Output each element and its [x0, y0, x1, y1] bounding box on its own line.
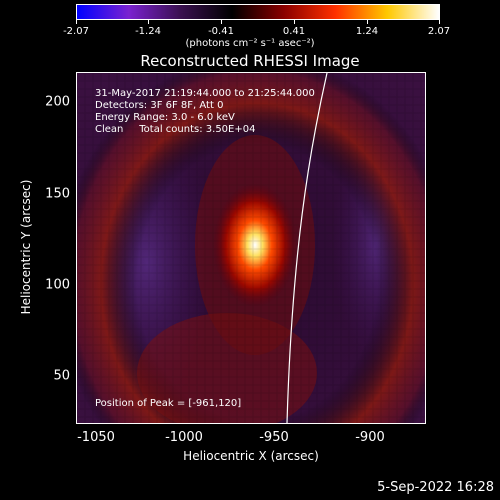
- annotation-energy: Energy Range: 3.0 - 6.0 keV: [95, 112, 235, 123]
- colorbar-tickmark: [294, 20, 295, 24]
- colorbar: [76, 4, 440, 20]
- colorbar-tick-label: -0.41: [208, 26, 234, 37]
- x-tick-label: -900: [355, 430, 385, 445]
- colorbar-tickmark: [439, 20, 440, 24]
- x-axis-label: Heliocentric X (arcsec): [183, 449, 319, 463]
- rhessi-image-panel: 31-May-2017 21:19:44.000 to 21:25:44.000…: [76, 72, 426, 424]
- y-tick-label: 150: [45, 186, 70, 202]
- annotation-peak-position: Position of Peak = [-961,120]: [95, 398, 242, 409]
- plot-title: Reconstructed RHESSI Image: [140, 52, 360, 70]
- solar-limb-line: [286, 73, 328, 423]
- y-tick-label: 100: [45, 277, 70, 293]
- rhessi-image: [77, 73, 425, 423]
- x-tick-label: -1000: [165, 430, 203, 445]
- colorbar-tick-label: -1.24: [135, 26, 161, 37]
- colorbar-tickmark: [221, 20, 222, 24]
- colorbar-units: (photons cm⁻² s⁻¹ asec⁻²): [185, 38, 315, 49]
- plot-timestamp: 5-Sep-2022 16:28: [377, 480, 494, 495]
- colorbar-tick-label: 1.24: [355, 26, 379, 37]
- colorbar-tick-label: -2.07: [63, 26, 89, 37]
- annotation-clean: Clean Total counts: 3.50E+04: [95, 124, 256, 135]
- annotation-time: 31-May-2017 21:19:44.000 to 21:25:44.000: [95, 88, 315, 99]
- y-axis-label: Heliocentric Y (arcsec): [19, 179, 33, 315]
- colorbar-tick-label: 2.07: [427, 26, 451, 37]
- colorbar-tickmark: [76, 20, 77, 24]
- y-tick-label: 200: [45, 94, 70, 110]
- x-tick-label: -1050: [77, 430, 115, 445]
- colorbar-tickmark: [148, 20, 149, 24]
- annotation-detectors: Detectors: 3F 6F 8F, Att 0: [95, 100, 224, 111]
- colorbar-tickmark: [367, 20, 368, 24]
- y-tick-label: 50: [53, 368, 70, 384]
- x-tick-label: -950: [259, 430, 289, 445]
- colorbar-tick-label: 0.41: [282, 26, 306, 37]
